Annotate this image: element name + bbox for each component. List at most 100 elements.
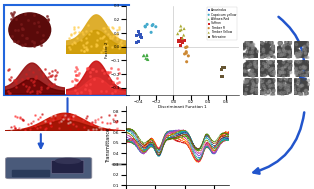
Point [265,84,270,87]
Point [265,56,270,59]
Tomber Yellow [179,28,184,31]
Point [279,52,284,55]
Point [119,44,124,47]
Point [71,25,76,28]
Point [106,114,111,117]
Point [295,50,300,53]
Point [301,85,306,88]
Point [68,127,73,130]
Point [302,55,307,58]
Point [299,93,304,96]
Point [89,44,94,47]
Point [32,113,37,116]
Point [300,63,306,66]
Point [286,65,291,68]
Point [20,77,25,80]
Point [285,80,290,83]
Point [27,68,32,71]
Point [277,85,282,88]
Point [242,71,247,74]
Point [89,29,94,32]
Point [288,55,293,58]
Point [53,68,58,71]
Point [305,61,310,64]
Point [277,87,282,90]
Point [249,52,254,55]
Point [31,13,36,16]
Point [255,54,260,57]
Point [279,54,284,57]
Point [106,33,111,36]
Point [277,82,282,85]
Point [287,54,292,57]
Point [279,67,284,70]
Point [25,77,30,80]
Point [260,62,265,65]
Point [251,78,256,81]
Point [293,53,298,56]
Point [298,52,303,55]
Point [285,53,290,57]
Point [67,46,72,49]
Point [86,23,91,26]
Point [294,89,299,92]
Point [110,80,115,83]
Point [23,37,28,40]
Point [264,54,269,57]
Point [242,85,247,88]
Point [296,89,301,92]
Point [7,68,12,71]
Point [269,51,274,54]
Point [35,118,41,121]
Point [277,81,282,84]
Point [289,83,294,86]
Point [110,25,115,28]
Point [32,40,37,43]
Point [263,46,268,49]
Point [269,52,274,55]
Point [91,77,96,80]
Point [54,74,59,77]
Point [304,75,309,78]
Point [88,75,93,78]
Point [264,65,269,68]
Point [242,54,247,57]
Point [272,64,277,67]
Point [251,82,256,85]
Point [282,55,287,58]
Point [255,80,260,83]
Point [305,86,310,89]
Point [243,87,248,90]
Point [84,83,89,86]
Amarindus [139,36,144,39]
Point [304,87,309,90]
Point [253,53,258,56]
Point [113,90,118,93]
Point [297,51,302,54]
Point [10,35,15,38]
Point [301,41,306,44]
Point [251,42,256,45]
Point [295,63,300,66]
Point [259,91,264,94]
Point [277,65,282,68]
Point [292,44,297,47]
Point [287,80,292,83]
Point [297,84,302,87]
Point [91,128,96,131]
Point [269,64,274,67]
Point [294,51,299,54]
Point [268,84,273,88]
Point [303,85,308,88]
Point [119,40,124,43]
Point [292,62,297,65]
Point [46,119,51,122]
Point [30,80,35,83]
Point [108,37,113,40]
Point [300,66,306,69]
Point [258,92,263,95]
Point [300,41,305,44]
Point [73,73,78,76]
Point [262,88,267,91]
Point [271,78,276,81]
